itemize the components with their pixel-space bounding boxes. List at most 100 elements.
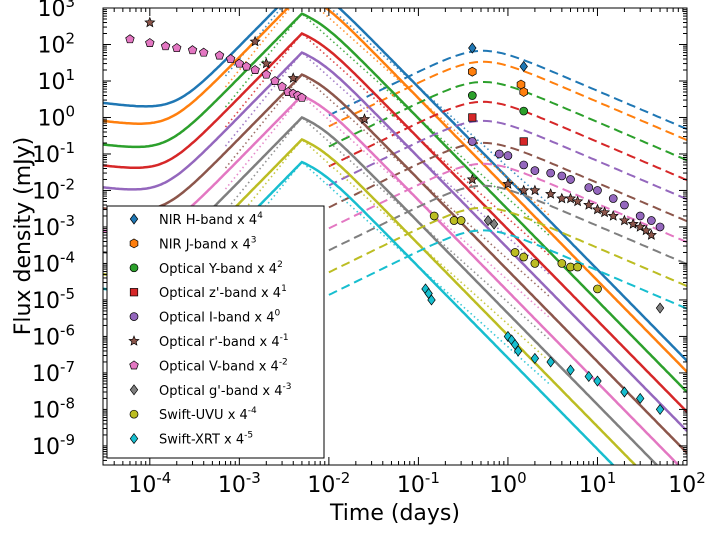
- v-data-point: [250, 65, 260, 74]
- legend-marker: [129, 360, 139, 370]
- uvu-data-point: [510, 248, 520, 257]
- r-data-point: [598, 206, 611, 218]
- r-data-point: [564, 192, 577, 204]
- v-data-point: [234, 58, 245, 68]
- forward-shock-curve: [328, 162, 687, 244]
- forward-shock-curve: [328, 60, 687, 142]
- z-data-point: [519, 137, 528, 146]
- i-data-point: [620, 200, 629, 210]
- uvu-data-point: [429, 211, 439, 221]
- r-data-point: [545, 188, 557, 199]
- r-data-point: [358, 113, 371, 124]
- uvu-data-point: [557, 259, 567, 268]
- y-axis-label: Flux density (mJy): [11, 137, 36, 335]
- legend-label: NIR J-band x 43: [159, 235, 256, 252]
- v-data-point: [187, 45, 198, 55]
- x-tick-label: 10-1: [397, 469, 440, 498]
- reverse-shock-curve: [224, 117, 552, 342]
- model-curve: [103, 8, 687, 362]
- y-tick-label: 103: [37, 0, 75, 22]
- g-data-point: [489, 218, 499, 230]
- reverse-shock-curve: [224, 8, 552, 207]
- legend-marker: [129, 384, 139, 396]
- xrt-data-point: [584, 370, 593, 383]
- j-data-point: [519, 87, 528, 97]
- y-tick-label: 10-2: [32, 175, 75, 204]
- xrt-data-point: [655, 403, 665, 416]
- i-data-point: [566, 175, 575, 184]
- x-tick-label: 100: [489, 469, 527, 498]
- v-data-point: [225, 54, 236, 64]
- forward-shock-curve: [328, 184, 687, 266]
- xrt-data-point: [513, 345, 523, 357]
- axes-ticks: 10-4 10-3 10-2 10-1 100 101 102 10-9 10-8 10-7 10-…: [32, 0, 706, 498]
- y-tick-label: 10-5: [32, 285, 75, 314]
- r-data-point: [583, 199, 595, 210]
- legend-marker: [128, 335, 140, 346]
- forward-shock-curve: [328, 229, 687, 310]
- legend-marker: [129, 312, 139, 321]
- v-data-point: [261, 69, 272, 79]
- legend-marker: [129, 263, 139, 273]
- i-data-point: [647, 216, 656, 225]
- model-curve: [103, 31, 687, 413]
- y-tick-label: 10-7: [32, 358, 75, 387]
- legend-label: Optical Y-band x 42: [159, 260, 283, 277]
- uvu-data-point: [456, 216, 466, 225]
- r-data-point: [260, 57, 272, 69]
- legend-marker: [129, 288, 139, 297]
- legend-label: NIR H-band x 44: [159, 211, 263, 228]
- y-data-point: [519, 106, 529, 116]
- r-data-point: [529, 184, 541, 196]
- v-data-point: [214, 50, 225, 60]
- y-tick-label: 10-1: [32, 139, 75, 168]
- i-data-point: [530, 166, 540, 175]
- i-data-point: [635, 211, 645, 221]
- xrt-data-point: [427, 294, 436, 306]
- y-tick-label: 10-4: [32, 248, 75, 277]
- legend-label: Optical I-band x 40: [159, 309, 281, 326]
- uvu-data-point: [519, 252, 529, 262]
- legend-marker: [129, 238, 139, 249]
- xrt-data-point: [620, 386, 629, 398]
- xrt-data-point: [546, 356, 555, 368]
- reverse-shock-curve: [224, 161, 552, 386]
- r-data-point: [607, 210, 619, 221]
- reverse-shock-curve: [224, 33, 552, 258]
- r-data-point: [627, 218, 639, 229]
- i-data-point: [494, 149, 504, 159]
- y-tick-label: 10-3: [32, 212, 75, 241]
- x-axis-label: Time (days): [329, 501, 460, 526]
- i-data-point: [593, 186, 602, 195]
- x-tick-label: 10-3: [218, 469, 261, 498]
- uvu-data-point: [593, 284, 602, 294]
- v-data-point: [277, 81, 287, 91]
- r-data-point: [618, 214, 631, 226]
- y-tick-label: 102: [37, 29, 75, 58]
- plot-frame: [102, 7, 688, 466]
- model-curve: [103, 73, 687, 454]
- legend-marker: [129, 409, 139, 419]
- i-data-point: [608, 194, 618, 203]
- r-data-point: [640, 224, 652, 236]
- r-data-point: [518, 184, 530, 196]
- v-data-point: [172, 43, 182, 53]
- r-data-point: [556, 192, 568, 204]
- forward-shock-curve: [328, 81, 687, 162]
- legend-marker: [129, 433, 139, 445]
- legend: NIR H-band x 44 NIR J-band x 43 Optical Y-…: [106, 205, 325, 459]
- legend-label: Optical z'-band x 41: [159, 284, 287, 301]
- r-data-point: [572, 195, 584, 207]
- r-data-point: [144, 16, 156, 28]
- reverse-shock-curve: [224, 8, 552, 218]
- v-data-point: [297, 92, 307, 102]
- v-data-point: [198, 47, 209, 57]
- reverse-shock-curve: [224, 13, 552, 238]
- model-curve: [103, 8, 687, 373]
- r-data-point: [645, 229, 657, 240]
- r-data-point: [466, 173, 478, 185]
- forward-shock-curve: [328, 100, 687, 182]
- i-data-point: [584, 183, 594, 192]
- legend-label: Swift-UVU x 4-4: [159, 406, 257, 423]
